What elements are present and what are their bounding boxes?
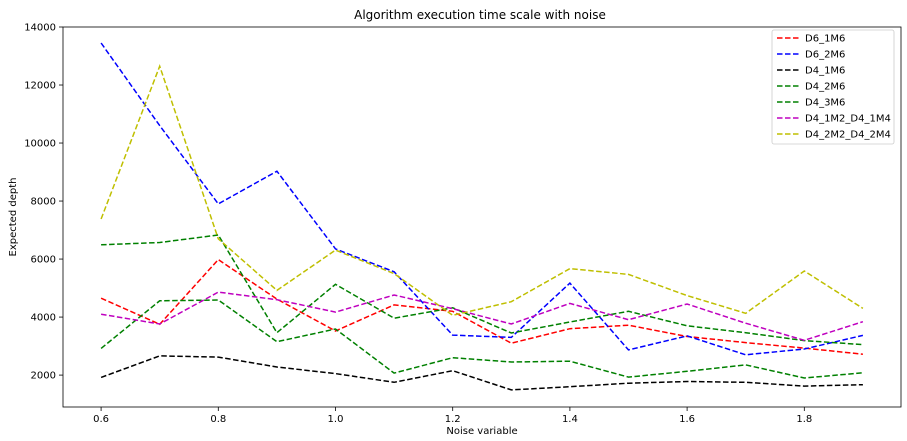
legend-label-d4-1m2-d4-1m4: D4_1M2_D4_1M4 <box>805 114 891 125</box>
legend-label-d6-1m6: D6_1M6 <box>805 34 845 45</box>
x-tick-label: 0.6 <box>93 414 109 425</box>
legend-label-d4-2m6: D4_2M6 <box>805 82 845 93</box>
y-axis-ticks: 2000 4000 6000 8000 10000 12000 14000 <box>24 23 63 382</box>
y-tick-label: 10000 <box>24 139 56 150</box>
legend: D6_1M6 D6_2M6 D4_1M6 D4_2M6 D4_3M6 D4_1M2_D4_… <box>771 29 895 145</box>
series-line-d6-2m6 <box>100 42 864 356</box>
chart-title: Algorithm execution time scale with nois… <box>354 8 606 22</box>
y-tick-label: 6000 <box>31 255 56 266</box>
legend-label-d4-2m2-d4-2m4: D4_2M2_D4_2M4 <box>805 130 891 141</box>
x-axis-ticks: 0.6 0.8 1.0 1.2 1.4 1.6 1.8 <box>93 407 812 425</box>
x-tick-label: 1.8 <box>796 414 812 425</box>
legend-label-d6-2m6: D6_2M6 <box>805 50 845 61</box>
series-layer <box>100 42 864 391</box>
x-tick-label: 1.4 <box>562 414 578 425</box>
series-line-d4-2m6 <box>101 234 863 346</box>
series-line-d4-2m2-d4-2m4 <box>100 63 864 317</box>
series-line-d4-3m6 <box>100 299 863 379</box>
y-tick-label: 14000 <box>24 23 56 34</box>
legend-label-d4-3m6: D4_3M6 <box>805 98 845 109</box>
x-tick-label: 0.8 <box>210 414 226 425</box>
legend-frame <box>771 29 895 145</box>
series-line-d4-1m6 <box>100 355 863 391</box>
y-tick-label: 12000 <box>24 81 56 92</box>
y-tick-label: 2000 <box>31 371 56 382</box>
series-line-d6-1m6 <box>100 258 863 355</box>
legend-label-d4-1m6: D4_1M6 <box>805 66 845 77</box>
series-line-d4-1m2-d4-1m4 <box>100 291 864 342</box>
y-axis-label: Expected depth <box>8 178 19 257</box>
x-tick-label: 1.0 <box>328 414 344 425</box>
x-tick-label: 1.2 <box>445 414 461 425</box>
legend-items: D6_1M6 D6_2M6 D4_1M6 D4_2M6 D4_3M6 D4_1M2_D4_… <box>777 34 891 141</box>
x-axis-label: Noise variable <box>446 426 517 437</box>
y-tick-label: 8000 <box>31 197 56 208</box>
y-tick-label: 4000 <box>31 313 56 324</box>
x-tick-label: 1.6 <box>679 414 695 425</box>
